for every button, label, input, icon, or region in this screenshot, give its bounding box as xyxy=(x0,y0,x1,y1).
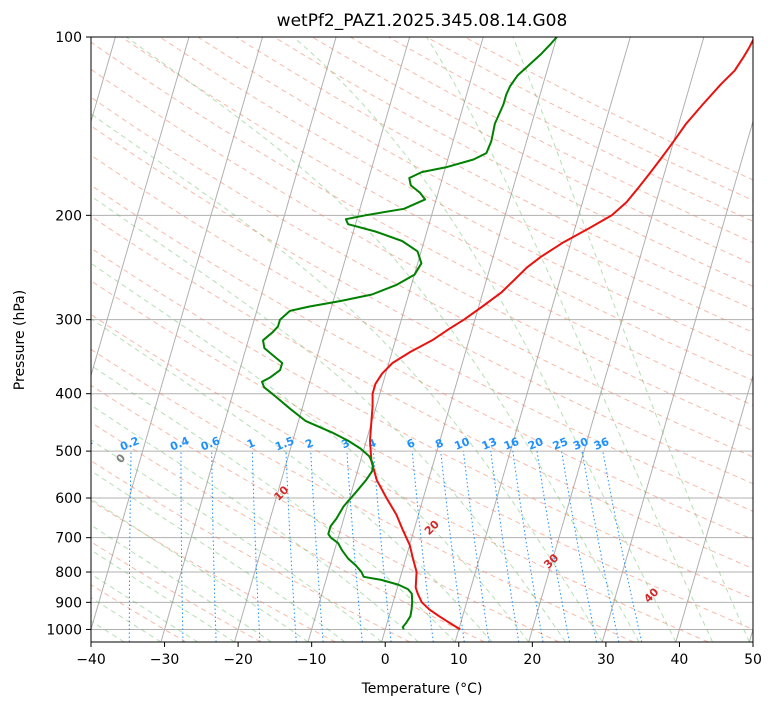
isotherm-line xyxy=(91,37,264,632)
mixing-ratio-label: 0.1 xyxy=(72,434,95,453)
x-axis-ticks: −40 −30 −20 −10 0 10 20 30 40 50 xyxy=(76,642,762,668)
isotherm-grid xyxy=(91,37,753,642)
dry-adiabat-line xyxy=(91,280,753,630)
isotherm-line xyxy=(91,37,190,378)
moist-adiabat-line xyxy=(91,262,530,642)
dry-adiabat-line xyxy=(121,37,753,381)
dry-adiabat-line xyxy=(91,41,753,406)
x-axis-label: Temperature (°C) xyxy=(361,681,483,697)
x-tick-label: 0 xyxy=(381,652,390,668)
y-tick-label: 800 xyxy=(55,565,82,581)
x-tick-label: 10 xyxy=(450,652,468,668)
x-tick-label: −40 xyxy=(76,652,106,668)
mixing-ratio-line xyxy=(536,451,570,642)
dry-adiabat-line xyxy=(159,37,753,357)
sounding-profiles xyxy=(261,37,753,631)
dry-adiabat-line xyxy=(91,247,753,600)
dry-adiabat-line xyxy=(464,37,753,181)
isotherm-line xyxy=(454,37,631,642)
isotherm-line xyxy=(675,373,753,642)
y-tick-label: 700 xyxy=(55,531,82,547)
dry-adiabat-line xyxy=(91,384,560,642)
chart-title: wetPf2_PAZ1.2025.345.08.14.G08 xyxy=(277,11,568,31)
dry-adiabat-line xyxy=(388,37,753,222)
dry-adiabat-line xyxy=(235,37,753,310)
y-tick-label: 500 xyxy=(55,444,82,460)
mixing-ratio-line xyxy=(581,451,620,642)
x-tick-label: 20 xyxy=(523,652,541,668)
y-tick-label: 400 xyxy=(55,387,82,403)
mixing-ratio-line xyxy=(440,451,465,642)
mixing-ratio-label: 3 xyxy=(340,436,352,451)
dry-adiabat-line xyxy=(91,154,753,512)
isotherm-line xyxy=(381,37,558,642)
x-tick-label: −20 xyxy=(223,652,253,668)
y-tick-label: 100 xyxy=(55,30,82,46)
mixing-ratio-label: 36 xyxy=(592,435,611,453)
y-tick-label: 1000 xyxy=(46,622,82,638)
dewpoint-profile xyxy=(261,37,558,630)
mixing-ratio-line xyxy=(512,451,544,642)
y-tick-label: 900 xyxy=(55,595,82,611)
y-axis-label: Pressure (hPa) xyxy=(12,290,28,390)
moist-adiabat-line xyxy=(91,498,309,642)
moist-adiabat-line xyxy=(91,113,603,642)
mixing-ratio-label: 1 xyxy=(245,436,257,451)
dry-adiabat-line xyxy=(273,37,753,288)
mixing-ratio-line xyxy=(561,451,597,642)
mixing-ratio-line xyxy=(602,451,643,642)
dry-adiabat-line xyxy=(350,37,753,244)
dry-adiabats xyxy=(91,37,753,642)
moist-adiabat-line xyxy=(512,37,750,642)
isobar-grid xyxy=(91,37,753,630)
moist-adiabat-line xyxy=(426,37,714,642)
plot-frame xyxy=(90,36,754,643)
y-tick-label: 300 xyxy=(55,313,82,329)
x-tick-label: 40 xyxy=(671,652,689,668)
mixing-ratio-label: 10 xyxy=(453,435,472,453)
x-tick-label: −10 xyxy=(297,652,327,668)
mixing-ratio-line xyxy=(462,451,490,642)
x-tick-label: −30 xyxy=(150,652,180,668)
mixing-ratio-label: 16 xyxy=(502,435,521,453)
moist-adiabat-line xyxy=(91,195,566,642)
plot-background xyxy=(91,37,753,642)
moist-adiabats xyxy=(91,37,750,642)
dry-adiabat-line xyxy=(91,125,753,485)
dry-adiabat-line xyxy=(91,215,753,570)
mixing-ratio-label: 30 xyxy=(571,435,590,453)
temperature-profile xyxy=(369,37,753,631)
isotherm-line xyxy=(601,119,753,642)
mixing-ratio-label: 2 xyxy=(303,436,315,451)
y-tick-label: 600 xyxy=(55,491,82,507)
mixing-ratio-label: 20 xyxy=(526,435,545,453)
isotherm-line xyxy=(160,37,337,642)
x-tick-label: 50 xyxy=(744,652,762,668)
y-tick-label: 200 xyxy=(55,208,82,224)
dry-adiabat-line xyxy=(91,184,753,541)
moist-adiabat-line xyxy=(91,404,419,642)
moist-adiabat-line xyxy=(91,318,493,642)
isotherm-line xyxy=(233,37,411,642)
mixing-ratio-label: 25 xyxy=(551,435,570,453)
mixing-ratio-label: 13 xyxy=(480,435,499,453)
x-tick-label: 30 xyxy=(597,652,615,668)
mixing-ratio-label: 8 xyxy=(433,436,445,451)
mixing-ratio-line xyxy=(490,451,520,642)
y-axis-ticks: 100 200 300 400 500 600 700 800 900 1000 xyxy=(46,30,91,638)
moist-adiabat-line xyxy=(293,37,677,642)
moist-adiabat-line xyxy=(126,37,640,642)
moist-adiabat-line xyxy=(91,524,272,642)
